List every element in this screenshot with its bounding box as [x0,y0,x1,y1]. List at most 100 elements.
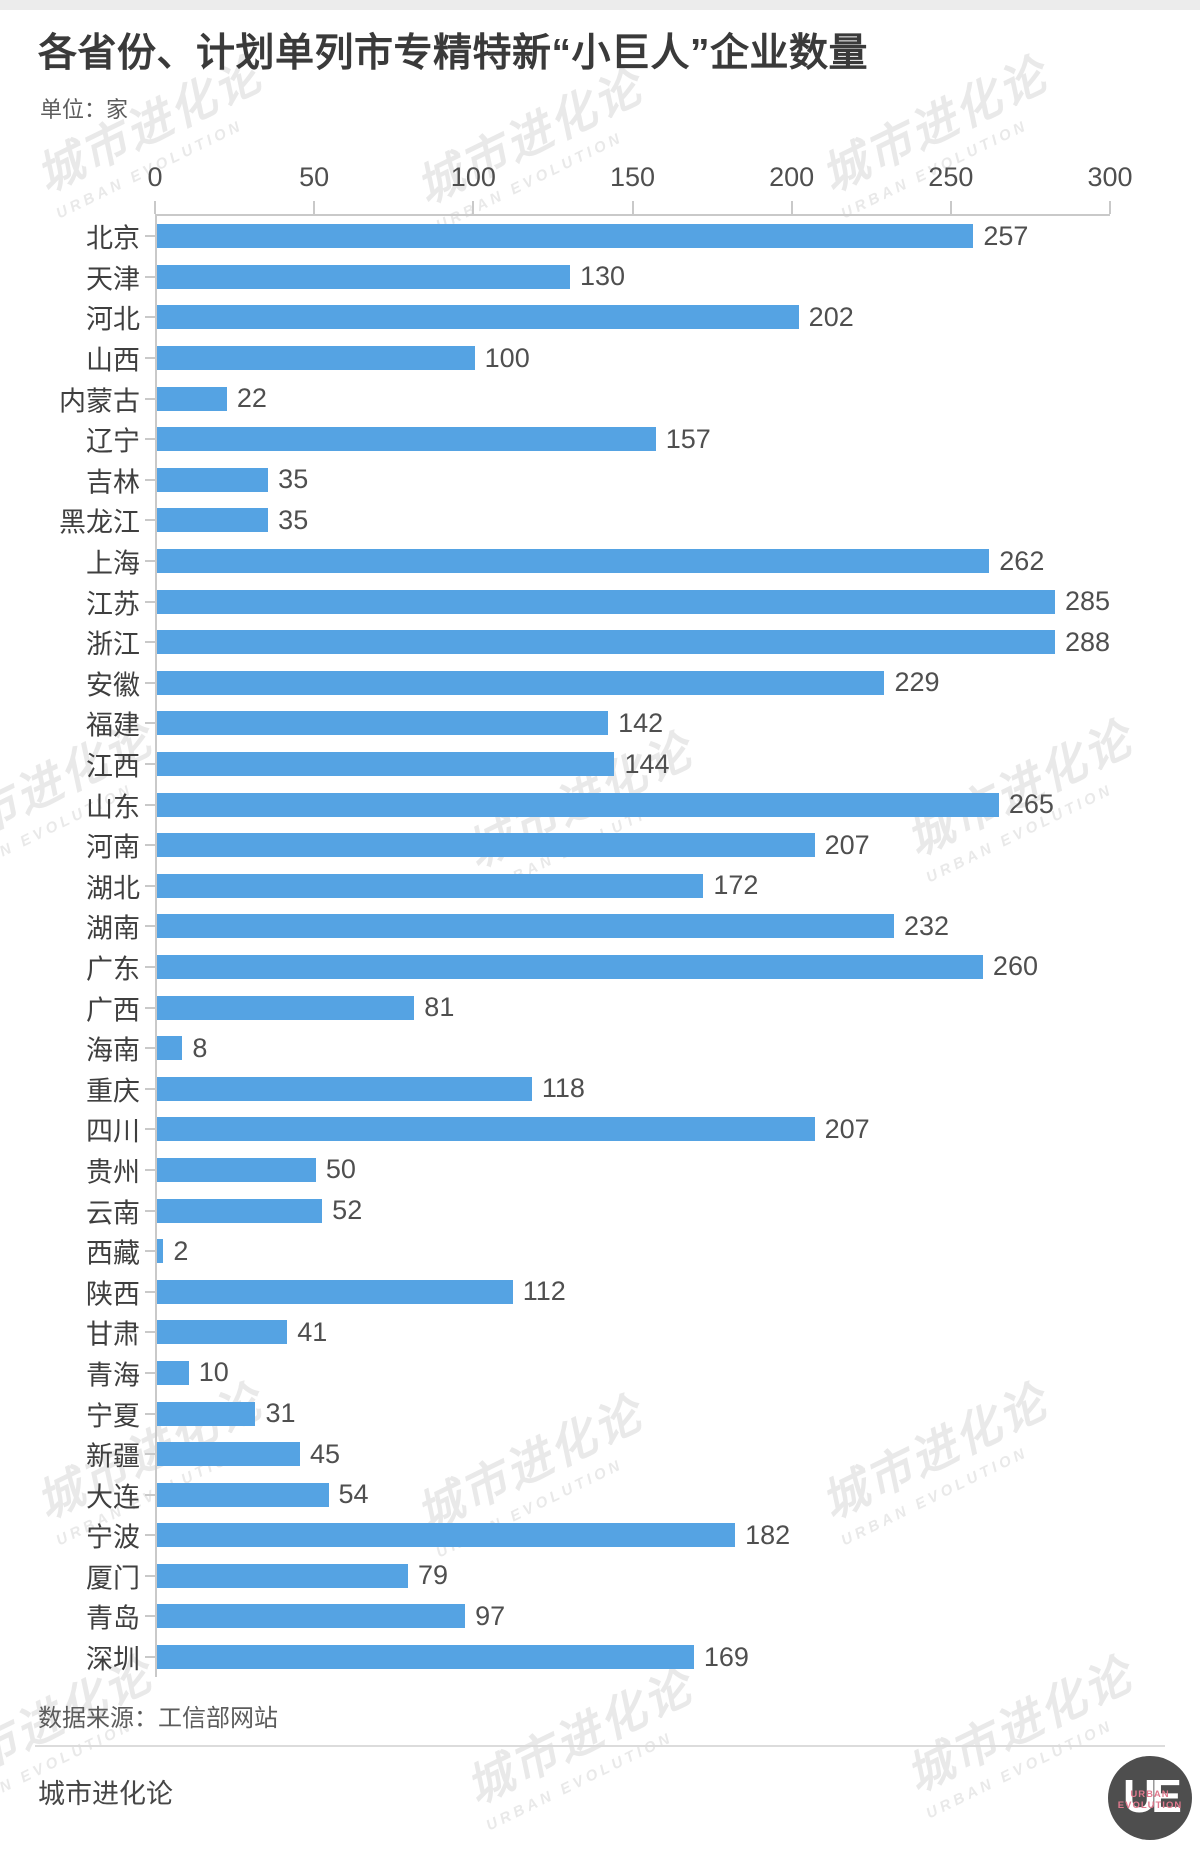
y-tick-mark [145,1534,155,1537]
x-tick-label: 300 [1087,162,1133,192]
bar-row: 辽宁 157 [86,419,1110,460]
value-label: 285 [1064,586,1110,617]
category-label: 海南 [86,1035,140,1066]
bar-row: 山西 100 [86,338,1110,379]
y-tick-mark [145,681,155,684]
bar [157,1239,164,1264]
value-label: 130 [579,261,626,292]
bar-row: 大连 54 [86,1474,1110,1515]
x-tick-label: 100 [450,162,496,192]
bar [157,549,990,574]
category-label: 湖北 [86,873,140,904]
ue-logo-line2: EVOLUTION [1117,1800,1183,1811]
bar [157,1036,183,1061]
value-label: 142 [618,707,664,738]
y-tick-mark [145,641,155,644]
y-tick-mark [145,1209,155,1212]
unit-label: 单位：家 [40,97,129,122]
value-label: 50 [325,1154,356,1185]
y-tick-mark [145,722,155,725]
category-label: 四川 [86,1116,140,1147]
y-tick-mark [145,1168,155,1171]
bar [157,508,269,533]
value-label: 207 [824,829,870,860]
y-tick-mark [145,1290,155,1293]
value-label: 229 [894,667,940,698]
value-label: 118 [541,1073,585,1104]
value-label: 182 [745,1519,791,1550]
y-tick-mark [145,925,155,928]
x-tick-label: 200 [769,162,815,192]
y-tick-mark [145,316,155,319]
bar-row: 江西 144 [86,744,1110,785]
bar [157,630,1055,655]
y-tick-mark [145,1331,155,1334]
bar-row: 内蒙古 22 [59,378,1110,419]
category-label: 天津 [86,264,140,295]
footer-divider [35,1745,1165,1747]
y-tick-mark [145,803,155,806]
value-label: 54 [338,1479,369,1510]
x-tick-mark [313,201,316,214]
y-tick-mark [145,275,155,278]
value-label: 2 [173,1235,189,1266]
y-tick-mark [145,1574,155,1577]
value-label: 262 [999,545,1045,576]
bar [157,1645,694,1670]
category-label: 青岛 [86,1603,140,1634]
bar-row: 重庆 118 [86,1068,1110,1109]
bar-row: 广西 81 [86,987,1110,1028]
bar [157,346,475,371]
category-label: 广东 [86,954,140,985]
bar [157,427,656,452]
bar-row: 上海 262 [86,541,1110,582]
category-label: 贵州 [86,1157,140,1188]
category-label: 厦门 [86,1563,140,1594]
y-tick-mark [145,1615,155,1618]
value-label: 8 [192,1032,208,1063]
bar [157,711,609,736]
bar [157,1360,189,1385]
x-axis: 0 50 100 150 200 250 300 [147,160,1133,214]
x-tick-label: 250 [928,162,974,192]
category-label: 大连 [86,1482,140,1513]
category-label: 辽宁 [86,426,140,457]
bar-row: 西藏 2 [86,1231,1110,1272]
bar-row: 湖北 172 [86,866,1110,907]
bar [157,1401,256,1426]
bar [157,1198,323,1223]
category-label: 湖南 [86,913,140,944]
y-tick-mark [145,1047,155,1050]
value-label: 100 [484,342,530,373]
category-label: 陕西 [86,1279,140,1310]
category-label: 深圳 [86,1644,140,1675]
brand-label: 城市进化论 [38,1779,173,1809]
bar [157,995,415,1020]
x-tick-mark [949,201,952,214]
value-label: 52 [332,1195,363,1226]
x-tick-label: 150 [609,162,656,192]
y-tick-mark [145,478,155,481]
bar [157,1157,316,1182]
bar-row: 山东 265 [86,784,1110,825]
y-tick-mark [145,965,155,968]
value-label: 35 [278,504,309,535]
value-label: 157 [665,423,711,454]
x-tick-label: 50 [299,162,330,192]
bar-row: 天津 130 [86,257,1110,298]
value-label: 79 [417,1560,448,1591]
bar [157,467,269,492]
source-label: 数据来源：工信部网站 [38,1705,278,1732]
bar [157,305,799,330]
y-tick-mark [145,1250,155,1253]
x-tick-mark [631,201,634,214]
bar-row: 北京 257 [86,216,1110,257]
x-tick-mark [1109,201,1111,214]
bar-row: 厦门 79 [86,1556,1110,1597]
bar-chart: 0 50 100 150 200 250 300 北京 257 天津 130 河北 202 … [59,160,1133,1678]
y-tick-mark [145,600,155,603]
bar-row: 青岛 97 [86,1596,1110,1637]
value-label: 10 [198,1357,229,1388]
bar [157,1442,300,1467]
